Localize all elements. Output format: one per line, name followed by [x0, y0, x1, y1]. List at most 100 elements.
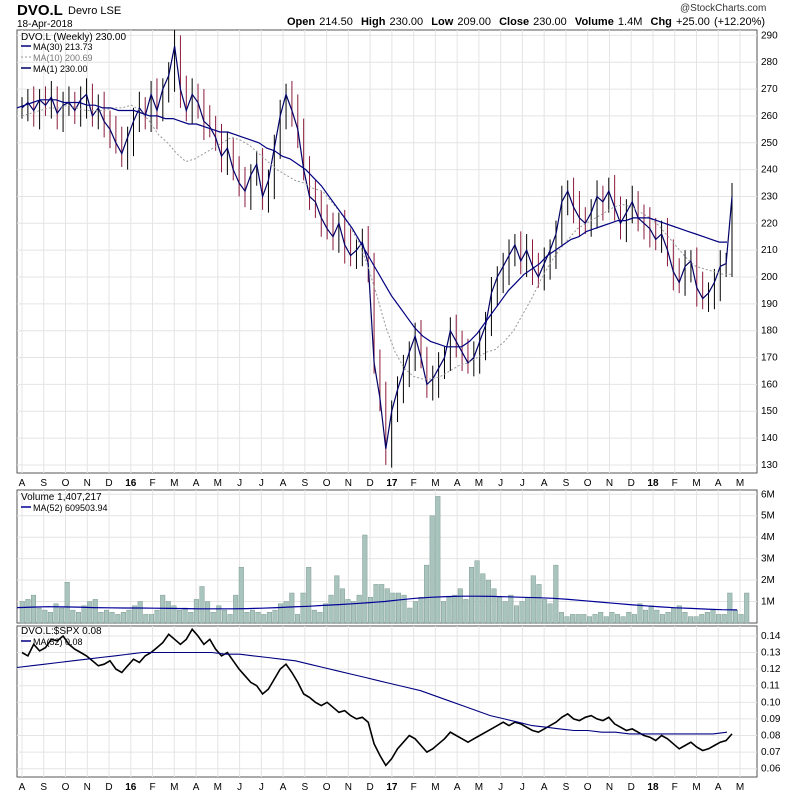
price-tick-label: 210 [761, 245, 778, 256]
volume-bar [98, 612, 104, 624]
x-tick-label: M [170, 478, 178, 489]
volume-bar [418, 597, 424, 624]
x-tick-label: M [692, 478, 700, 489]
volume-panel-title: Volume 1,407,217 [21, 492, 102, 503]
ratio-tick-label: 0.11 [761, 681, 780, 692]
x-tick-label: M [170, 782, 178, 793]
volume-bar [704, 612, 710, 624]
volume-bar [744, 592, 750, 624]
volume-bar [87, 601, 93, 624]
volume-tick-label: 6M [761, 489, 775, 500]
volume-bar [671, 607, 677, 624]
x-tick-label: O [584, 478, 592, 489]
volume-bar [356, 594, 362, 624]
price-tick-label: 200 [761, 272, 778, 283]
volume-bar [36, 607, 42, 624]
x-tick-label: F [411, 478, 417, 489]
volume-bar [295, 614, 301, 624]
volume-bar [412, 601, 418, 624]
x-tick-label: N [606, 782, 613, 793]
volume-bar [64, 582, 70, 624]
volume-bar [738, 614, 744, 624]
low-value: 209.00 [457, 16, 491, 28]
volume-bar [429, 515, 435, 624]
high-value: 230.00 [389, 16, 424, 28]
volume-bar [519, 601, 525, 624]
price-tick-label: 270 [761, 84, 778, 95]
x-tick-label: D [367, 782, 374, 793]
price-close-line [21, 45, 733, 449]
volume-bar [727, 592, 733, 624]
volume-bar [31, 594, 37, 624]
x-tick-label: S [563, 478, 570, 489]
volume-bar [474, 560, 480, 624]
x-tick-label: 18 [647, 782, 659, 793]
volume-bar [497, 597, 503, 624]
ma30-legend-label: MA(30) 213.73 [33, 42, 93, 52]
x-tick-label: J [259, 782, 264, 793]
ratio-panel-title: DVO.L:$SPX 0.08 [21, 626, 102, 637]
volume-bar [452, 594, 458, 624]
volume-bar [547, 603, 553, 624]
x-tick-label: M [431, 478, 439, 489]
volume-label: Volume [574, 16, 614, 28]
x-tick-label: M [692, 782, 700, 793]
low-label: Low [431, 16, 454, 28]
volume-bar [564, 616, 570, 624]
x-tick-label: M [736, 478, 744, 489]
volume-bar [542, 599, 548, 624]
x-tick-label: N [84, 782, 91, 793]
symbol-title: DVO.L [17, 2, 63, 19]
volume-bar [665, 612, 671, 624]
volume-bar [620, 616, 626, 624]
close-label: Close [499, 16, 530, 28]
ratio-tick-label: 0.13 [761, 648, 781, 659]
volume-bar [688, 616, 694, 624]
volume-bar [42, 609, 48, 624]
volume-bar [721, 614, 727, 624]
x-tick-label: F [672, 478, 678, 489]
x-tick-label: A [19, 782, 26, 793]
volume-bar [47, 612, 53, 624]
volume-bar [587, 616, 593, 624]
volume-bar [485, 579, 491, 624]
volume-bar [255, 612, 261, 624]
volume-bar [339, 588, 345, 624]
ma10-line [21, 104, 732, 380]
x-tick-label: S [40, 782, 47, 793]
volume-bar [176, 609, 182, 624]
chart-header: DVO.L Devro LSE 18-Apr-2018 Open 214.50 … [0, 0, 800, 30]
x-tick-label: F [149, 782, 155, 793]
price-tick-label: 220 [761, 218, 778, 229]
volume-bar [103, 609, 109, 624]
x-tick-label: 17 [386, 478, 398, 489]
ratio-line [21, 627, 733, 767]
ratio-tick-label: 0.12 [761, 664, 781, 675]
volume-bar [227, 614, 233, 624]
x-tick-label: A [454, 478, 461, 489]
ratio-tick-label: 0.08 [761, 731, 781, 742]
ratio-ma52-line [16, 651, 728, 735]
change-label: Chg [650, 16, 672, 28]
volume-bar [132, 605, 138, 624]
volume-bar [401, 594, 407, 624]
ohlc-summary: Open 214.50 High 230.00 Low 209.00 Close… [287, 16, 765, 28]
volume-bar [53, 603, 59, 624]
volume-bar [407, 607, 413, 624]
price-tick-label: 170 [761, 353, 778, 364]
volume-bar [92, 599, 98, 624]
volume-bar [216, 605, 222, 624]
volume-bar [81, 605, 87, 624]
volume-bar [733, 609, 739, 624]
volume-bar [160, 594, 166, 624]
volume-bar [716, 614, 722, 624]
volume-bar [396, 592, 402, 624]
x-tick-label: N [345, 782, 352, 793]
volume-bar [165, 601, 171, 624]
x-tick-label: F [672, 782, 678, 793]
volume-bar [525, 597, 531, 624]
price-tick-label: 280 [761, 57, 778, 68]
price-tick-label: 240 [761, 165, 778, 176]
x-tick-label: M [214, 782, 222, 793]
